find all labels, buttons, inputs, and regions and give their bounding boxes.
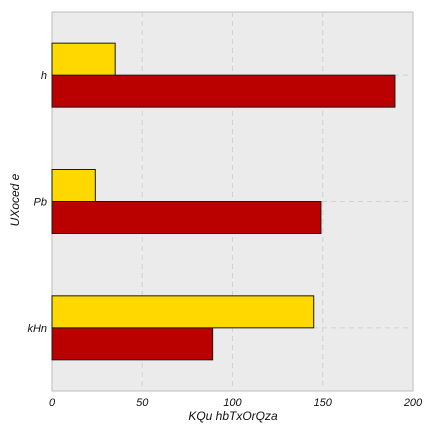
x-axis-ticks: 0 50 100 150 200 <box>49 397 423 409</box>
bar-series-2 <box>51 42 116 76</box>
y-tick-label: Pb <box>34 197 47 209</box>
y-axis-ticks: kHn Pb h <box>27 70 47 335</box>
bar-series-2 <box>51 295 315 329</box>
x-tick-label: 0 <box>49 397 56 409</box>
bar-series-1 <box>51 74 396 108</box>
bar-series-2 <box>51 169 96 202</box>
y-axis-label: UXoced e <box>8 173 22 226</box>
x-tick-label: 50 <box>136 397 149 409</box>
x-tick-label: 100 <box>223 397 242 409</box>
bar-series-1 <box>51 327 214 361</box>
y-tick-label: kHn <box>27 323 47 335</box>
y-tick-label: h <box>41 70 47 82</box>
x-tick-label: 200 <box>403 397 423 409</box>
x-axis-label: KQu hbTxOrQza <box>188 409 278 423</box>
bar-series-1 <box>51 201 322 234</box>
bars <box>51 42 396 361</box>
x-tick-label: 150 <box>314 397 333 409</box>
